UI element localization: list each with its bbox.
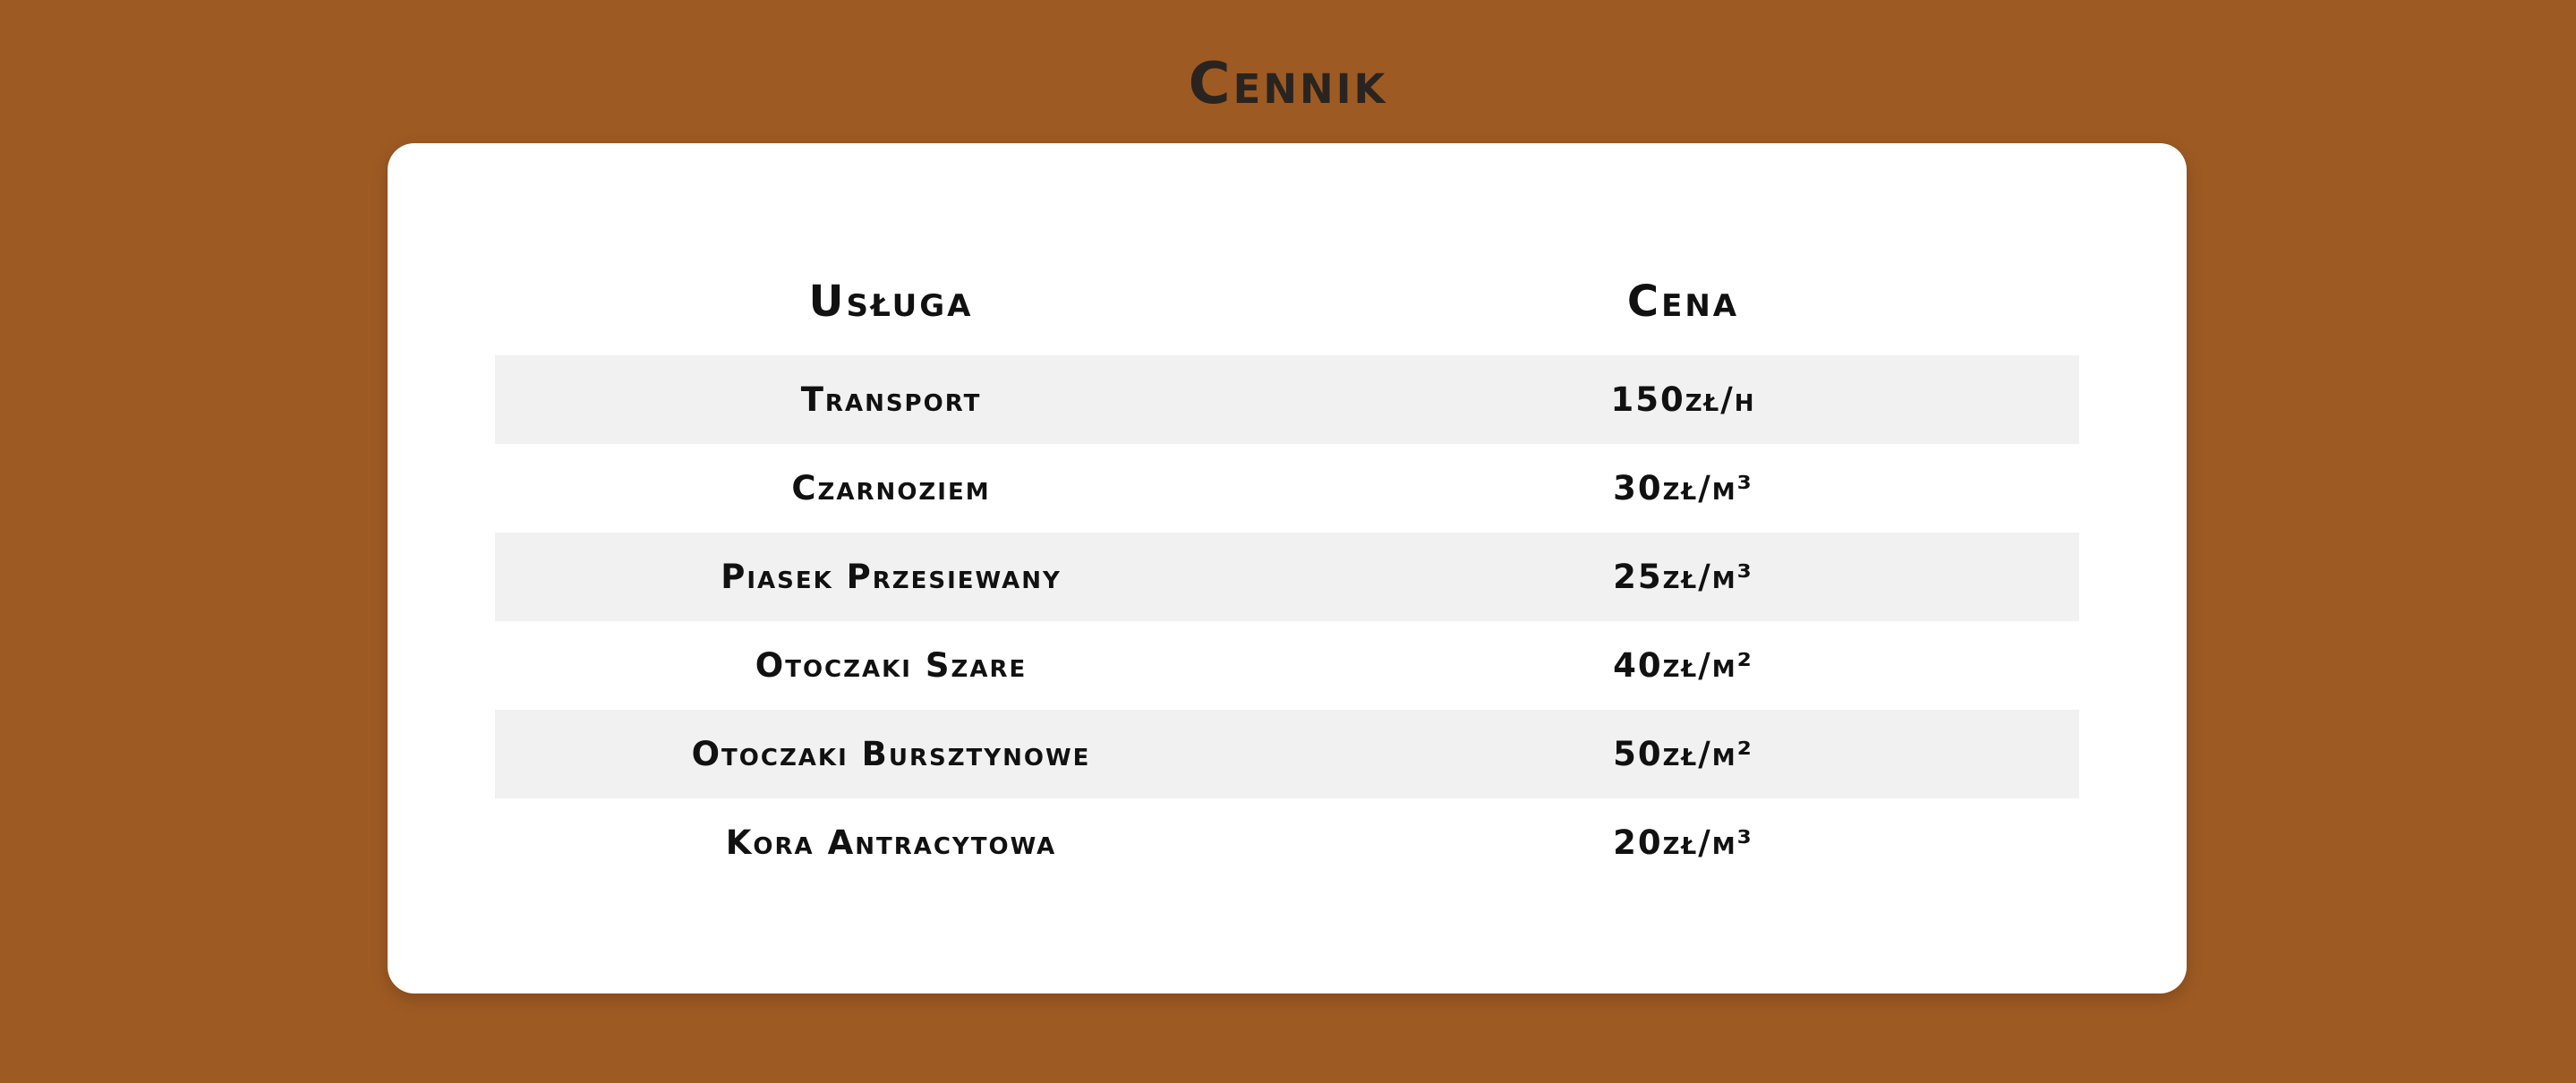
price-cell: 20zł/m³ xyxy=(1613,823,1753,862)
table-body: Transport 150zł/h Czarnoziem 30zł/m³ Pia… xyxy=(495,355,2079,887)
price-cell: 150zł/h xyxy=(1610,380,1756,419)
table-row: Kora Antracytowa 20zł/m³ xyxy=(495,798,2079,887)
column-header-price: Cena xyxy=(1626,277,1740,327)
service-name-cell: Kora Antracytowa xyxy=(725,823,1057,862)
price-list-card: Usługa Cena Transport 150zł/h Czarnoziem… xyxy=(388,143,2187,993)
price-table: Usługa Cena Transport 150zł/h Czarnoziem… xyxy=(495,248,2079,887)
service-name-cell: Otoczaki Szare xyxy=(755,646,1028,685)
price-cell: 40zł/m² xyxy=(1613,646,1753,685)
service-name-cell: Czarnoziem xyxy=(791,469,991,507)
column-header-service: Usługa xyxy=(808,277,974,327)
page-title: Cennik xyxy=(1188,51,1388,117)
table-row: Otoczaki Bursztynowe 50zł/m² xyxy=(495,710,2079,798)
service-name-cell: Transport xyxy=(800,380,982,419)
table-header: Usługa Cena xyxy=(495,248,2079,355)
price-cell: 30zł/m³ xyxy=(1613,469,1753,507)
table-row: Czarnoziem 30zł/m³ xyxy=(495,444,2079,533)
table-row: Piasek Przesiewany 25zł/m³ xyxy=(495,533,2079,621)
service-name-cell: Otoczaki Bursztynowe xyxy=(691,735,1091,773)
table-row: Otoczaki Szare 40zł/m² xyxy=(495,621,2079,710)
service-name-cell: Piasek Przesiewany xyxy=(721,558,1062,596)
price-cell: 25zł/m³ xyxy=(1613,558,1753,596)
table-row: Transport 150zł/h xyxy=(495,355,2079,444)
table-header-row: Usługa Cena xyxy=(495,248,2079,355)
price-cell: 50zł/m² xyxy=(1613,735,1753,773)
